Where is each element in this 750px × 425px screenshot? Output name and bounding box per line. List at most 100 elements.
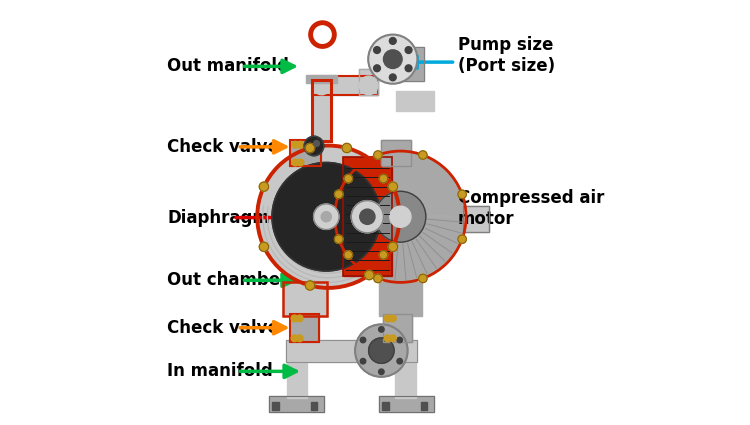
Circle shape — [334, 235, 343, 244]
Bar — [396, 91, 434, 111]
Circle shape — [419, 274, 427, 283]
Bar — [344, 157, 392, 276]
Bar — [398, 47, 424, 81]
Bar — [380, 282, 422, 316]
Circle shape — [374, 47, 380, 54]
Circle shape — [419, 151, 427, 159]
Circle shape — [375, 191, 426, 242]
Circle shape — [272, 162, 380, 271]
Bar — [312, 76, 378, 95]
Circle shape — [458, 235, 466, 244]
Circle shape — [384, 315, 391, 322]
Bar — [380, 141, 411, 166]
Bar — [463, 206, 488, 232]
Bar — [344, 157, 392, 276]
Bar — [290, 141, 321, 166]
Bar — [290, 314, 319, 342]
Circle shape — [397, 358, 403, 364]
Text: Pump size
(Port size): Pump size (Port size) — [458, 37, 555, 75]
Bar — [383, 314, 412, 342]
Circle shape — [296, 315, 303, 322]
Circle shape — [297, 159, 304, 166]
Bar — [312, 80, 331, 142]
Text: Diaphragm: Diaphragm — [167, 209, 270, 227]
Bar — [359, 69, 378, 95]
Circle shape — [291, 315, 298, 322]
Circle shape — [355, 324, 407, 377]
Circle shape — [334, 190, 343, 198]
Bar — [380, 141, 411, 166]
Circle shape — [260, 182, 268, 191]
Bar — [272, 402, 279, 410]
Circle shape — [383, 50, 402, 68]
Text: In manifold: In manifold — [167, 363, 273, 380]
Circle shape — [389, 37, 396, 44]
Circle shape — [314, 141, 320, 147]
Circle shape — [321, 212, 332, 222]
Circle shape — [374, 274, 382, 283]
Circle shape — [405, 47, 412, 54]
Circle shape — [318, 185, 373, 240]
Circle shape — [334, 151, 466, 282]
Circle shape — [389, 315, 396, 322]
Text: Check valve: Check valve — [167, 319, 279, 337]
Bar — [359, 69, 378, 95]
Circle shape — [292, 142, 298, 148]
Circle shape — [389, 74, 396, 81]
Bar — [312, 80, 331, 142]
Circle shape — [312, 76, 331, 95]
Text: Out chamber: Out chamber — [167, 271, 289, 289]
Circle shape — [388, 182, 398, 191]
Circle shape — [292, 159, 298, 166]
Circle shape — [297, 142, 304, 148]
Circle shape — [390, 206, 411, 227]
Bar — [463, 206, 488, 232]
Bar — [290, 141, 321, 166]
Circle shape — [314, 204, 339, 230]
Circle shape — [388, 242, 398, 252]
Bar — [287, 358, 308, 398]
Bar — [421, 402, 427, 410]
Bar — [286, 340, 417, 362]
Circle shape — [359, 76, 378, 95]
Circle shape — [405, 65, 412, 72]
Text: Out manifold: Out manifold — [167, 57, 290, 75]
Bar — [312, 76, 378, 95]
Circle shape — [374, 65, 380, 72]
Bar — [395, 358, 416, 398]
Bar — [283, 282, 327, 316]
Circle shape — [305, 143, 315, 153]
Circle shape — [344, 174, 352, 183]
Bar — [269, 396, 324, 411]
Bar — [383, 314, 412, 342]
Circle shape — [305, 281, 315, 290]
Bar — [286, 340, 417, 362]
Circle shape — [379, 327, 384, 332]
Circle shape — [389, 335, 396, 342]
Circle shape — [380, 174, 388, 183]
Circle shape — [304, 136, 324, 156]
Bar — [380, 396, 434, 411]
Bar — [310, 402, 317, 410]
Bar — [398, 47, 424, 81]
Circle shape — [374, 151, 382, 159]
Circle shape — [397, 337, 403, 343]
Bar — [306, 75, 337, 83]
Bar — [382, 402, 388, 410]
Circle shape — [291, 335, 298, 342]
Circle shape — [368, 34, 417, 84]
Bar — [283, 282, 327, 316]
Text: Check valve: Check valve — [167, 138, 279, 156]
Circle shape — [342, 143, 352, 153]
Circle shape — [384, 335, 391, 342]
Bar — [290, 314, 319, 342]
Circle shape — [458, 190, 466, 198]
Circle shape — [296, 335, 303, 342]
Circle shape — [360, 209, 375, 224]
Circle shape — [369, 338, 394, 363]
Circle shape — [260, 242, 268, 252]
Circle shape — [379, 369, 384, 374]
Circle shape — [364, 270, 374, 280]
Circle shape — [380, 251, 388, 259]
Bar — [269, 396, 324, 411]
